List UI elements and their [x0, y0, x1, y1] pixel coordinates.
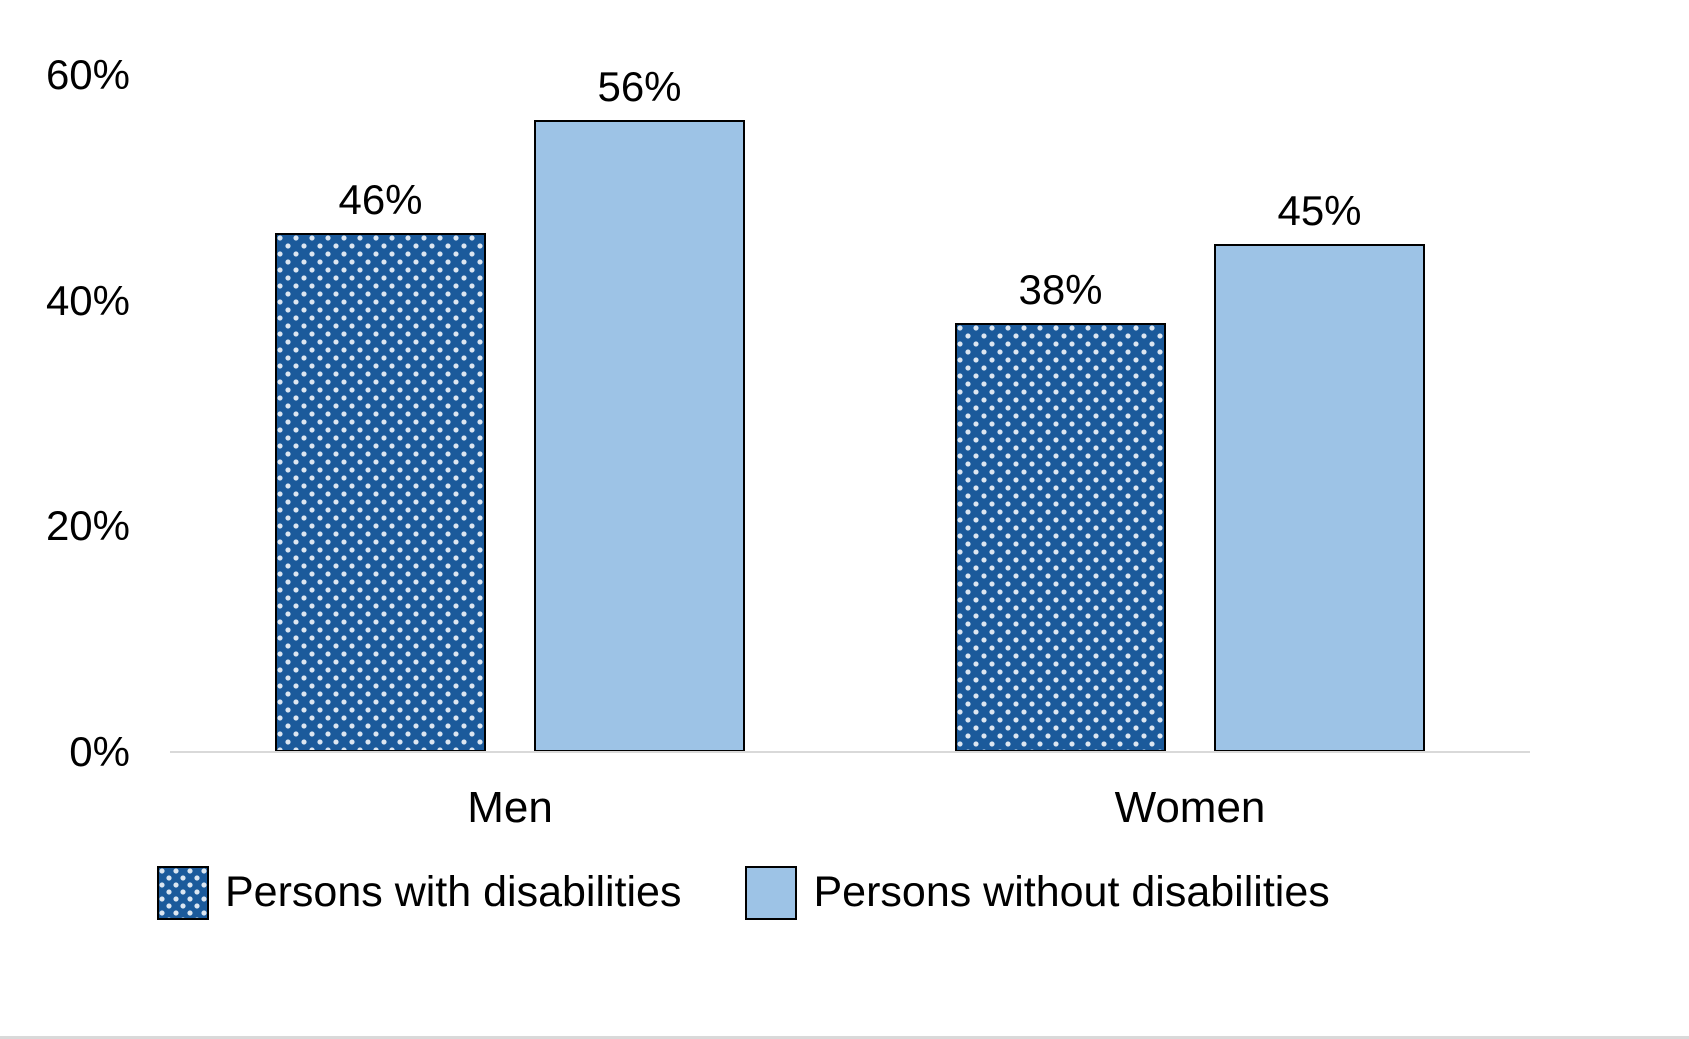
y-tick-label-40: 40% — [45, 276, 130, 324]
y-axis: 0% 20% 40% 60% — [46, 54, 1530, 773]
legend-label: Persons with disabilities — [225, 868, 682, 917]
bar-women-series-1: 38% — [955, 269, 1166, 752]
x-axis-label-women: Women — [1114, 783, 1266, 832]
x-axis-label-men: Men — [467, 783, 553, 832]
bar-value-label: 45% — [1277, 187, 1362, 235]
legend: Persons with disabilities Persons without… — [157, 866, 1330, 920]
bar-group-men: 46% 56% — [275, 66, 745, 752]
bar-men-series-2: 56% — [534, 66, 745, 752]
bar-value-label: 38% — [1018, 266, 1103, 314]
bar-value-label: 46% — [338, 175, 423, 223]
legend-item-2: Persons without disabilities — [745, 866, 1330, 920]
bar-value-label: 56% — [597, 63, 682, 111]
y-tick-label-20: 20% — [45, 502, 130, 550]
x-axis-line — [170, 751, 1530, 753]
bar-women-series-2: 45% — [1214, 190, 1425, 752]
y-tick-label-60: 60% — [45, 51, 130, 98]
legend-swatch-solid — [745, 866, 798, 920]
legend-label: Persons without disabilities — [813, 868, 1330, 917]
y-tick-label-0: 0% — [69, 728, 130, 775]
bar-men-series-1: 46% — [275, 178, 486, 752]
bars-region: 46% 56% 38% 45% — [170, 66, 1530, 752]
bar-group-women: 38% 45% — [955, 75, 1425, 752]
plot-area: 0% 20% 40% 60% 46% 56% 38% 45% — [46, 54, 1530, 773]
legend-swatch-pattern — [157, 866, 209, 920]
x-axis: Men Women — [170, 783, 1530, 832]
legend-item-1: Persons with disabilities — [157, 866, 681, 920]
bottom-divider — [0, 1036, 1689, 1039]
